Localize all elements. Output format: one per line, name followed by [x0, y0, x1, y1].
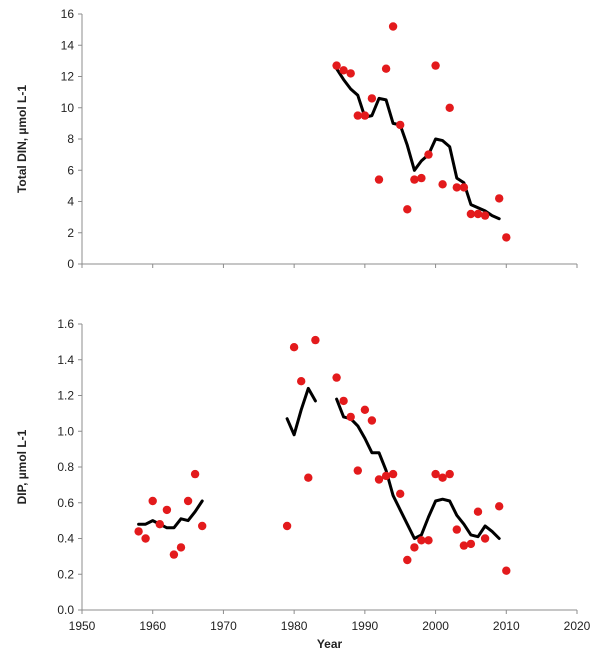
- trend-line-segment: [287, 388, 315, 434]
- y-tick-label: 1.0: [57, 424, 74, 438]
- data-point: [474, 508, 482, 516]
- data-point: [460, 183, 468, 191]
- data-point: [368, 416, 376, 424]
- y-tick-label: 4: [67, 195, 74, 209]
- data-point: [311, 336, 319, 344]
- data-point: [184, 497, 192, 505]
- data-point: [474, 210, 482, 218]
- data-point: [304, 474, 312, 482]
- data-point: [495, 502, 503, 510]
- y-tick-label: 10: [61, 101, 75, 115]
- data-point: [467, 540, 475, 548]
- y-tick-label: 2: [67, 226, 74, 240]
- data-point: [495, 194, 503, 202]
- y-tick-label: 12: [61, 70, 75, 84]
- data-point: [460, 541, 468, 549]
- y-axis-title: DIP, µmol L-1: [15, 429, 29, 504]
- data-point: [290, 343, 298, 351]
- data-point: [396, 490, 404, 498]
- data-point: [431, 61, 439, 69]
- data-point: [134, 527, 142, 535]
- data-point: [410, 543, 418, 551]
- data-point: [375, 175, 383, 183]
- y-tick-label: 0: [67, 257, 74, 271]
- data-point: [481, 534, 489, 542]
- data-point: [446, 104, 454, 112]
- data-point: [403, 205, 411, 213]
- x-tick-label: 2000: [422, 619, 449, 633]
- data-point: [438, 474, 446, 482]
- data-point: [410, 175, 418, 183]
- data-point: [368, 94, 376, 102]
- y-tick-label: 1.6: [57, 317, 74, 331]
- data-point: [198, 522, 206, 530]
- x-tick-label: 1980: [281, 619, 308, 633]
- data-point: [354, 466, 362, 474]
- y-tick-label: 16: [61, 7, 75, 21]
- data-point: [453, 525, 461, 533]
- y-tick-label: 8: [67, 132, 74, 146]
- x-axis-title: Year: [317, 637, 343, 651]
- y-tick-label: 6: [67, 163, 74, 177]
- y-tick-label: 1.2: [57, 389, 74, 403]
- y-tick-label: 0.4: [57, 532, 74, 546]
- data-point: [481, 211, 489, 219]
- data-point: [332, 61, 340, 69]
- data-point: [347, 69, 355, 77]
- data-point: [382, 65, 390, 73]
- trend-line-segment: [337, 69, 500, 219]
- din-chart: 0 2 4 6 8 10 12 14 16 Total DIN, µmol L-1: [15, 7, 577, 271]
- data-point: [389, 22, 397, 30]
- data-point: [361, 111, 369, 119]
- y-tick-label: 0.0: [57, 603, 74, 617]
- data-point: [170, 550, 178, 558]
- dip-chart: 0.0 0.2 0.4 0.6 0.8 1.0 1.2 1.4 1.6 1950 1960 1970 1…: [15, 317, 591, 651]
- y-tick-label: 1.4: [57, 353, 74, 367]
- x-tick-label: 1970: [210, 619, 237, 633]
- y-axis-title: Total DIN, µmol L-1: [15, 85, 29, 193]
- data-point: [149, 497, 157, 505]
- data-point: [502, 567, 510, 575]
- data-point: [339, 397, 347, 405]
- data-point: [502, 233, 510, 241]
- data-point: [424, 536, 432, 544]
- data-point: [396, 121, 404, 129]
- y-tick-label: 0.8: [57, 460, 74, 474]
- x-tick-label: 2010: [493, 619, 520, 633]
- y-tick-label: 14: [61, 38, 75, 52]
- data-point: [382, 472, 390, 480]
- data-point: [297, 377, 305, 385]
- data-point: [403, 556, 411, 564]
- data-point: [424, 150, 432, 158]
- data-point: [417, 174, 425, 182]
- x-tick-label: 1990: [352, 619, 379, 633]
- data-point: [446, 470, 454, 478]
- data-point: [141, 534, 149, 542]
- y-tick-label: 0.2: [57, 567, 74, 581]
- y-tick-label: 0.6: [57, 496, 74, 510]
- data-point: [177, 543, 185, 551]
- x-tick-label: 1950: [69, 619, 96, 633]
- data-point: [332, 373, 340, 381]
- data-point: [438, 180, 446, 188]
- x-tick-label: 1960: [139, 619, 166, 633]
- trend-line-segment: [139, 501, 203, 528]
- data-point: [347, 413, 355, 421]
- data-point: [283, 522, 291, 530]
- data-point: [375, 475, 383, 483]
- x-tick-label: 2020: [564, 619, 591, 633]
- data-point: [163, 506, 171, 514]
- data-point: [191, 470, 199, 478]
- data-point: [156, 520, 164, 528]
- data-point: [389, 470, 397, 478]
- data-point: [361, 406, 369, 414]
